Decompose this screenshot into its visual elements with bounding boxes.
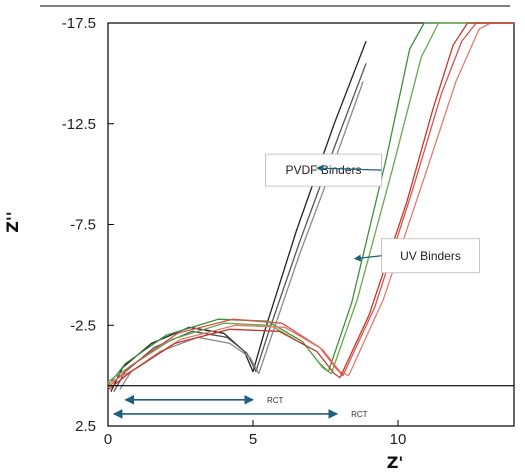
uv-label: UV Binders [400,249,461,263]
pvdf-label: PVDF Binders [285,163,361,177]
y-tick-label: -12.5 [62,116,96,133]
x-tick-label: 0 [104,431,112,448]
pvdf-series-line [110,40,367,392]
uv-series-line [107,22,514,383]
uv-series-line [107,22,514,387]
y-tick-label: 2.5 [75,418,96,435]
y-axis-title: Z'' [3,211,22,232]
pvdf-series-line [119,81,364,391]
annotation-arrow [353,254,382,262]
series-layer [107,22,514,393]
rct-label: RCT [351,410,368,419]
y-tick-label: -2.5 [70,317,96,334]
pvdf-label-box [265,153,382,187]
uv-series-line [107,22,514,389]
rct-label: RCT [267,396,284,405]
x-tick-label: 5 [249,431,257,448]
y-tick-label: -17.5 [62,15,96,32]
x-axis-title: Z' [387,453,404,472]
x-tick-label: 10 [390,431,407,448]
uv-series-line [107,22,514,385]
uv-series-line [107,22,514,391]
pvdf-series-line [113,63,367,393]
rct-marker-layer: RCT RCT [112,395,368,419]
tick-layer: 0 5 10 -17.5 -12.5 -7.5 -2.5 2.5 [62,15,514,448]
annotation-layer: PVDF Binders UV Binders [265,153,480,274]
y-tick-label: -7.5 [70,217,96,234]
annotation-arrow [316,164,382,172]
uv-label-box [381,238,480,274]
